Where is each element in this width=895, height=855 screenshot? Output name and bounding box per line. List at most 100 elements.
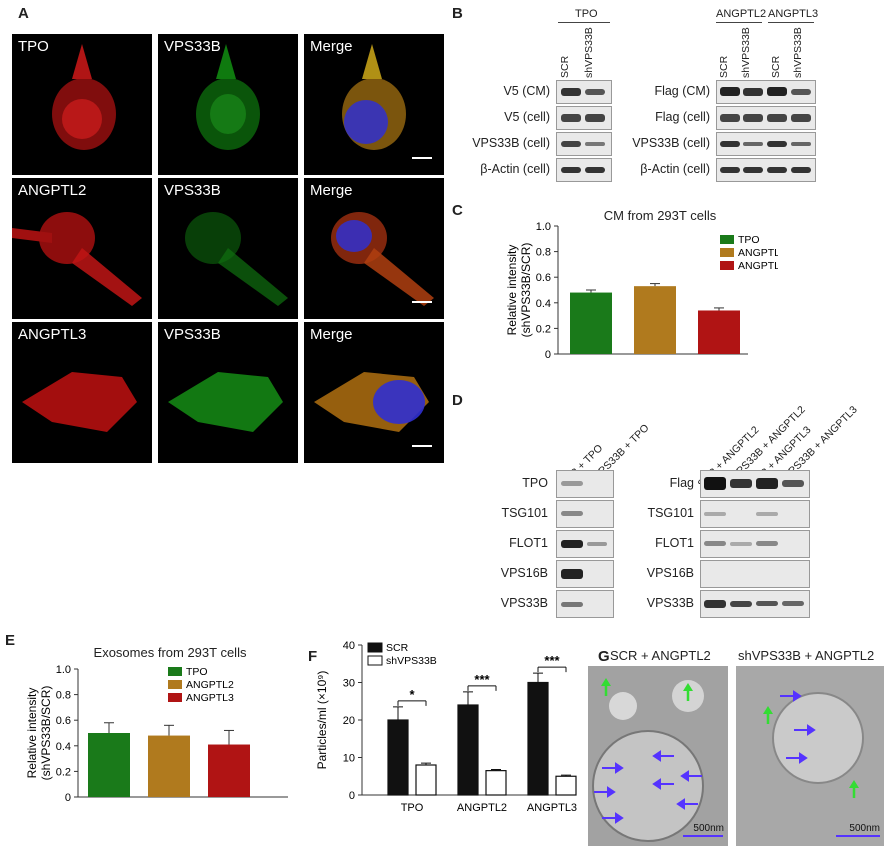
y-tick-label: 20 xyxy=(343,715,355,727)
lane-label: shVPS33B xyxy=(792,27,804,78)
sig-marker: * xyxy=(409,687,415,702)
blot-row-label: VPS33B xyxy=(646,596,694,610)
x-tick-label: TPO xyxy=(401,802,424,814)
blot-row-label: V5 (cell) xyxy=(504,110,550,124)
y-tick-label: 1.0 xyxy=(56,664,71,676)
em-image-scr: 500nm xyxy=(588,666,728,846)
micrograph-tpo: TPO xyxy=(12,34,152,175)
blot-row-label: TSG101 xyxy=(501,506,548,520)
blot xyxy=(700,470,810,498)
blot-row-label: Flag xyxy=(669,476,694,490)
group-line xyxy=(768,22,814,23)
bar-tpo xyxy=(88,733,130,797)
legend-swatch xyxy=(720,248,734,257)
y-tick-label: 0.8 xyxy=(56,690,71,702)
y-tick-label: 30 xyxy=(343,678,355,690)
bar-scr xyxy=(457,704,479,796)
y-tick-label: 0.4 xyxy=(56,741,71,753)
legend-label: ANGPTL3 xyxy=(186,692,234,704)
blot xyxy=(716,132,816,156)
blot xyxy=(716,80,816,104)
lane-label: SCR xyxy=(770,55,782,78)
legend-swatch xyxy=(168,680,182,689)
micrograph-merge: Merge xyxy=(304,178,444,319)
legend-swatch xyxy=(720,235,734,244)
stain-label: Merge xyxy=(310,182,353,199)
micrograph-vps33b: VPS33B xyxy=(158,322,298,463)
y-tick-label: 0.4 xyxy=(536,298,551,310)
y-axis-label: Relative intensity(shVPS33B/SCR) xyxy=(505,243,533,338)
micrograph-merge: Merge xyxy=(304,322,444,463)
bar-shvps33b xyxy=(555,775,577,796)
blot-row-label: V5 (CM) xyxy=(503,84,550,98)
bar-angptl3 xyxy=(698,310,740,354)
y-tick-label: 0 xyxy=(349,790,355,802)
blot xyxy=(700,530,810,558)
bar-scr xyxy=(527,681,549,796)
lane-label: SCR xyxy=(718,55,730,78)
legend-label: ANGPTL3 xyxy=(738,260,778,272)
blot xyxy=(700,500,810,528)
blot-row-label: β-Actin (cell) xyxy=(480,162,550,176)
panel-label-c: C xyxy=(452,202,463,219)
bar-shvps33b xyxy=(415,764,437,796)
legend-swatch xyxy=(168,667,182,676)
scale-bar xyxy=(412,157,432,159)
sig-marker: *** xyxy=(544,653,560,668)
blot xyxy=(716,158,816,182)
blot-row-label: VPS33B xyxy=(500,596,548,610)
group-line xyxy=(716,22,762,23)
bar-tpo xyxy=(570,292,612,354)
group-label-angptl2: ANGPTL2 xyxy=(716,8,767,20)
y-tick-label: 1.0 xyxy=(536,221,551,233)
stain-label: VPS33B xyxy=(164,182,221,199)
blot-row-label: VPS16B xyxy=(646,566,694,580)
blot-row-label: TPO xyxy=(522,476,548,490)
x-tick-label: ANGPTL2 xyxy=(457,802,507,814)
scale-bar xyxy=(412,301,432,303)
y-axis-label: Relative intensity(shVPS33B/SCR) xyxy=(25,686,53,781)
y-axis-label: Particles/ml (×10⁹) xyxy=(315,671,329,770)
legend-label: ANGPTL2 xyxy=(738,247,778,259)
em-image-shvps33b: 500nm xyxy=(736,666,884,846)
legend-label: TPO xyxy=(738,234,760,246)
panel-label-e: E xyxy=(5,632,16,649)
legend-label: ANGPTL2 xyxy=(186,679,234,691)
stain-label: VPS33B xyxy=(164,38,221,55)
bar-angptl2 xyxy=(148,735,190,797)
blot-row-label: VPS33B (cell) xyxy=(472,136,550,150)
stain-label: ANGPTL3 xyxy=(18,326,87,343)
blot xyxy=(556,132,612,156)
panel-label-f: F xyxy=(308,648,318,665)
stain-label: Merge xyxy=(310,38,353,55)
blot xyxy=(700,590,810,618)
panel-label-d: D xyxy=(452,392,463,409)
micrograph-vps33b: VPS33B xyxy=(158,34,298,175)
bar-angptl3 xyxy=(208,744,250,797)
panel-label-g: G xyxy=(598,648,610,665)
x-tick-label: ANGPTL3 xyxy=(527,802,577,814)
stain-label: VPS33B xyxy=(164,326,221,343)
legend-swatch xyxy=(720,261,734,270)
y-tick-label: 0 xyxy=(65,792,71,802)
blot-row-label: Flag (cell) xyxy=(655,110,710,124)
micrograph-angptl2: ANGPTL2 xyxy=(12,178,152,319)
blot xyxy=(556,470,614,498)
micrograph-merge: Merge xyxy=(304,34,444,175)
blot xyxy=(556,80,612,104)
blot xyxy=(556,106,612,130)
chart-c-title: CM from 293T cells xyxy=(603,208,717,223)
y-tick-label: 0.6 xyxy=(536,272,551,284)
bar-shvps33b xyxy=(485,770,507,796)
legend-swatch xyxy=(367,655,383,666)
sig-marker: *** xyxy=(474,672,490,687)
y-tick-label: 0.8 xyxy=(536,247,551,259)
stain-label: TPO xyxy=(18,38,49,55)
blot xyxy=(556,500,614,528)
chart-e-title: Exosomes from 293T cells xyxy=(93,645,247,660)
blot xyxy=(556,530,614,558)
bar-scr xyxy=(387,719,409,796)
blot-row-label: FLOT1 xyxy=(655,536,694,550)
blot xyxy=(556,158,612,182)
